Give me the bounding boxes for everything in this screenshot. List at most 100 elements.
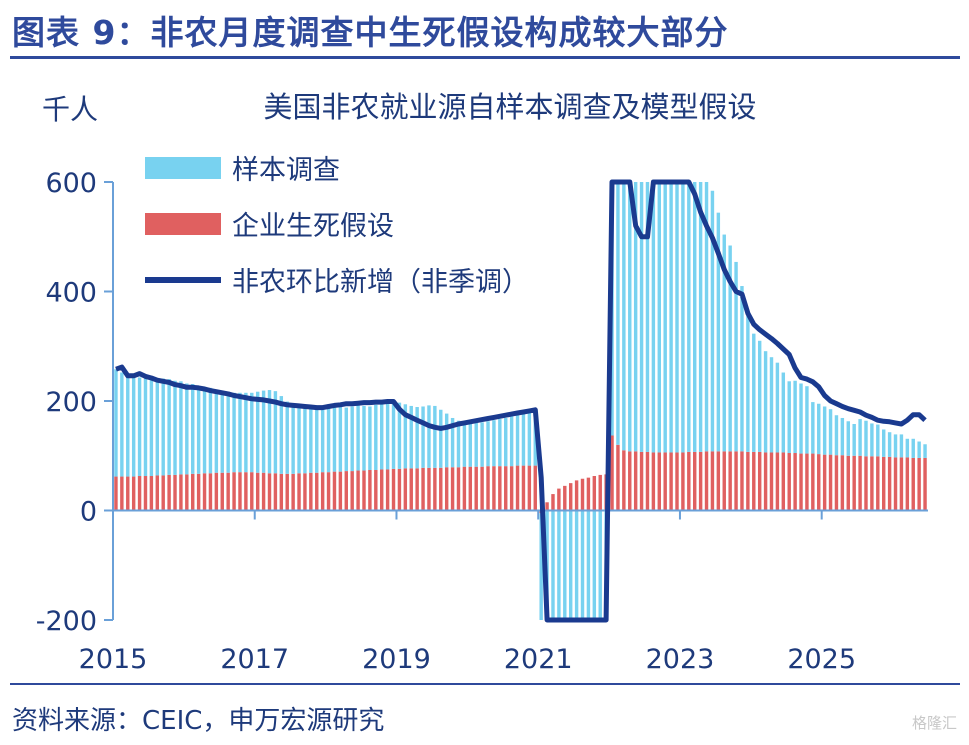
bar-survey (633, 182, 638, 452)
bar-birth-death (226, 472, 230, 511)
bar-birth-death (899, 457, 904, 511)
bar-survey (669, 182, 673, 453)
bar-birth-death (320, 472, 325, 511)
bar-survey (793, 380, 797, 454)
bar-birth-death (893, 457, 898, 511)
bar-survey (433, 405, 437, 468)
bar-survey (250, 392, 254, 473)
bar-birth-death (344, 471, 348, 511)
bar-birth-death (515, 465, 520, 511)
bar-survey (391, 401, 396, 469)
x-tick-label: 2025 (787, 644, 856, 675)
bar-survey (763, 351, 768, 453)
bar-survey (557, 510, 561, 620)
bar-birth-death (509, 466, 514, 511)
bar-survey (297, 403, 301, 474)
bar-birth-death (450, 467, 455, 511)
bar-survey (326, 404, 331, 473)
bar-birth-death (291, 473, 295, 511)
bar-birth-death (315, 472, 319, 511)
bar-birth-death (427, 467, 431, 511)
bar-birth-death (303, 473, 307, 511)
bar-survey (598, 510, 602, 620)
bar-survey (350, 406, 354, 472)
bar-survey (161, 378, 165, 476)
bar-survey (586, 510, 591, 620)
bar-survey (521, 410, 526, 466)
bar-survey (261, 390, 266, 473)
bar-birth-death (255, 472, 260, 511)
bar-survey (858, 419, 862, 456)
bar-birth-death (864, 456, 868, 511)
bar-birth-death (734, 451, 738, 511)
bar-birth-death (403, 468, 408, 511)
bar-birth-death (126, 476, 130, 511)
bar-birth-death (905, 457, 910, 511)
bar-survey (870, 423, 874, 457)
bar-birth-death (456, 467, 461, 511)
bar-birth-death (746, 451, 750, 511)
bar-survey (273, 391, 278, 474)
x-tick-label: 2021 (504, 644, 573, 675)
bar-birth-death (137, 476, 142, 511)
bar-birth-death (858, 455, 862, 511)
bar-birth-death (444, 467, 449, 511)
y-tick-label: 0 (80, 497, 97, 528)
bar-birth-death (917, 457, 921, 511)
bar-birth-death (433, 467, 437, 511)
bar-survey (486, 421, 490, 467)
bar-birth-death (385, 469, 390, 511)
bar-survey (704, 182, 709, 452)
bar-survey (840, 417, 845, 456)
bar-birth-death (232, 472, 236, 511)
bar-survey (444, 413, 449, 468)
bar-birth-death (196, 473, 201, 511)
bar-birth-death (811, 453, 815, 511)
bar-survey (143, 378, 148, 477)
bar-birth-death (391, 468, 396, 511)
bar-survey (397, 402, 402, 469)
bar-survey (911, 438, 915, 458)
bar-survey (775, 362, 780, 453)
watermark: 格隆汇 (911, 714, 957, 732)
bar-survey (551, 510, 555, 620)
bar-survey (208, 387, 213, 474)
bar-birth-death (297, 473, 301, 511)
bar-birth-death (793, 453, 797, 511)
x-tick-label: 2015 (79, 644, 148, 675)
bar-survey (527, 409, 532, 466)
bar-survey (244, 392, 248, 473)
legend-label-line: 非农环比新增（非季调） (232, 267, 529, 298)
bar-survey (846, 421, 850, 456)
bar-birth-death (586, 477, 591, 511)
bar-birth-death (285, 473, 289, 511)
bar-survey (332, 404, 337, 472)
bar-birth-death (468, 466, 473, 511)
bar-survey (509, 414, 514, 467)
bar-survey (740, 286, 744, 452)
bar-birth-death (202, 473, 207, 511)
bar-survey (126, 374, 130, 477)
bar-survey (344, 407, 348, 472)
bar-survey (864, 420, 868, 457)
bar-birth-death (592, 476, 597, 511)
bar-survey (787, 381, 791, 454)
bar-survey (887, 432, 892, 457)
bar-survey (574, 510, 579, 620)
bar-birth-death (675, 452, 679, 511)
bar-survey (834, 415, 839, 456)
bar-birth-death (114, 476, 118, 511)
bar-survey (698, 182, 703, 452)
bar-survey (468, 422, 473, 467)
bar-survey (474, 422, 478, 467)
bar-birth-death (568, 483, 573, 511)
bar-birth-death (279, 473, 284, 511)
bar-birth-death (887, 456, 892, 511)
bar-birth-death (462, 466, 467, 511)
x-tick-label: 2019 (362, 644, 431, 675)
source-note: 资料来源：CEIC，申万宏源研究 (12, 706, 385, 736)
bar-birth-death (657, 452, 661, 511)
bar-birth-death (628, 451, 632, 511)
bar-survey (616, 182, 620, 445)
bar-survey (315, 408, 319, 473)
